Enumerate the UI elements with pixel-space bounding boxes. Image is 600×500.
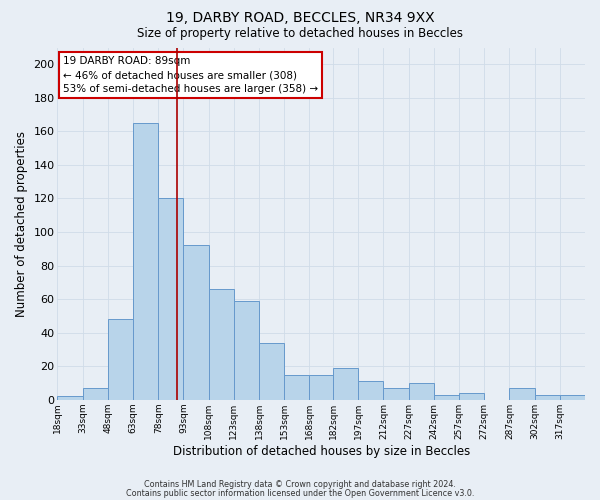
Text: 19 DARBY ROAD: 89sqm
← 46% of detached houses are smaller (308)
53% of semi-deta: 19 DARBY ROAD: 89sqm ← 46% of detached h… [63,56,318,94]
Bar [108,320,133,400]
Bar [383,388,409,400]
Bar [284,374,310,400]
Bar [259,343,284,400]
Text: Contains public sector information licensed under the Open Government Licence v3: Contains public sector information licen… [126,488,474,498]
Bar [560,395,585,400]
Text: 19, DARBY ROAD, BECCLES, NR34 9XX: 19, DARBY ROAD, BECCLES, NR34 9XX [166,12,434,26]
Text: Size of property relative to detached houses in Beccles: Size of property relative to detached ho… [137,28,463,40]
Bar [209,289,234,400]
Bar [509,388,535,400]
Bar [459,393,484,400]
Bar [333,368,358,400]
Bar [234,301,259,400]
Text: Contains HM Land Registry data © Crown copyright and database right 2024.: Contains HM Land Registry data © Crown c… [144,480,456,489]
Bar [83,388,108,400]
Bar [358,382,383,400]
X-axis label: Distribution of detached houses by size in Beccles: Distribution of detached houses by size … [173,444,470,458]
Bar [158,198,184,400]
Bar [184,246,209,400]
Y-axis label: Number of detached properties: Number of detached properties [15,130,28,316]
Bar [133,123,158,400]
Bar [409,383,434,400]
Bar [434,395,459,400]
Bar [310,374,333,400]
Bar [58,396,83,400]
Bar [535,395,560,400]
